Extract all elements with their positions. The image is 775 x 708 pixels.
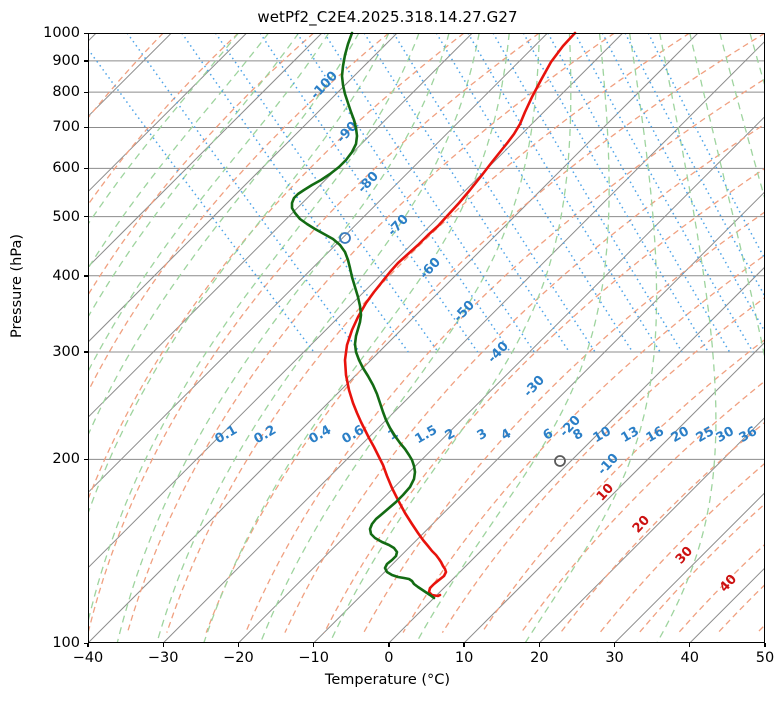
- x-tick-mark: [313, 643, 315, 647]
- x-tick-label: −30: [147, 650, 179, 666]
- x-tick-mark: [463, 643, 465, 647]
- x-tick-mark: [538, 643, 540, 647]
- y-tick-mark: [84, 60, 88, 62]
- y-tick-label: 600: [52, 160, 80, 177]
- y-axis-label: Pressure (hPa): [9, 234, 25, 339]
- y-tick-label: 400: [52, 267, 80, 284]
- y-tick-mark: [84, 216, 88, 218]
- x-tick-mark: [162, 643, 164, 647]
- y-tick-label: 200: [52, 451, 80, 468]
- x-tick-label: 50: [755, 650, 775, 666]
- grid-lines: -100-90-80-70-60-50-40-30-20-10102030400…: [88, 33, 765, 643]
- y-tick-label: 300: [52, 343, 80, 360]
- x-tick-label: 0: [384, 650, 394, 666]
- y-tick-mark: [84, 32, 88, 34]
- x-tick-mark: [237, 643, 240, 647]
- chart-title: wetPf2_C2E4.2025.318.14.27.G27: [257, 8, 518, 26]
- plot-area: -100 -90 -80 -70 -60 -50 -40 -30 -20 -10 10 20 30 40 0…: [88, 31, 765, 643]
- y-tick-label: 900: [52, 52, 80, 69]
- y-tick-label: 800: [52, 84, 80, 101]
- y-tick-label: 700: [52, 119, 80, 136]
- plot-frame: [88, 33, 765, 643]
- y-tick-mark: [84, 167, 88, 170]
- y-tick-mark: [84, 275, 88, 277]
- x-tick-mark: [764, 643, 766, 647]
- x-tick-label: −10: [298, 650, 329, 666]
- x-tick-label: 20: [530, 650, 549, 666]
- y-tick-mark: [84, 458, 88, 461]
- x-axis-label: Temperature (°C): [324, 672, 451, 688]
- x-tick-mark: [388, 643, 390, 647]
- x-tick-label: 30: [605, 650, 624, 666]
- y-tick-mark: [84, 126, 88, 129]
- y-tick-label: 100: [52, 635, 80, 651]
- x-tick-label: −20: [223, 650, 254, 666]
- x-tick-label: 10: [454, 650, 474, 666]
- x-tick-mark: [613, 643, 616, 647]
- profile-curves: [290, 31, 577, 600]
- y-tick-mark: [84, 642, 88, 644]
- x-tick-mark: [87, 643, 89, 647]
- x-tick-label: 40: [680, 650, 699, 666]
- y-tick-mark: [84, 91, 88, 93]
- x-tick-mark: [689, 643, 691, 647]
- y-tick-label: 500: [52, 208, 80, 225]
- x-tick-label: −40: [72, 650, 104, 666]
- y-tick-label: 1000: [43, 25, 80, 41]
- y-tick-mark: [84, 351, 88, 353]
